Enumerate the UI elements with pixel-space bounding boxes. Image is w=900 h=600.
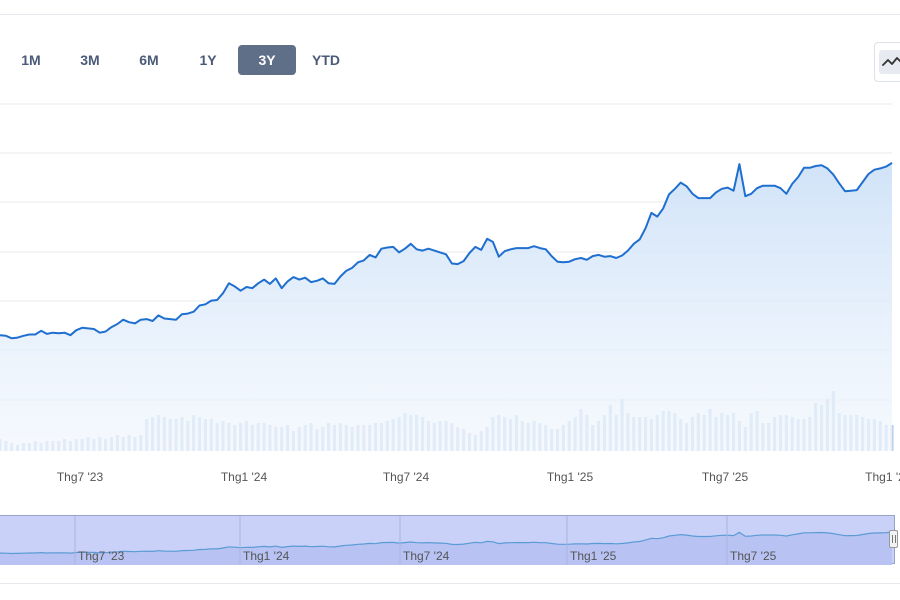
navigator[interactable]: Thg7 '23 Thg1 '24 Thg7 '24 Thg1 '25 Thg7 '25 — [0, 515, 895, 565]
x-axis-labels: Thg7 '23 Thg1 '24 Thg7 '24 Thg1 '25 Thg7 '25… — [57, 470, 900, 484]
navigator-handle-right[interactable] — [889, 530, 898, 548]
navigator-area — [0, 532, 892, 565]
range-button-6m[interactable]: 6M — [139, 52, 159, 68]
x-axis-tick-label: Thg7 '23 — [57, 470, 104, 484]
price-line-path — [0, 162, 893, 340]
price-area-fill — [0, 162, 892, 451]
range-button-ytd[interactable]: YTD — [312, 52, 340, 68]
navigator-tick-label: Thg7 '24 — [403, 549, 450, 563]
range-button-1m[interactable]: 1M — [21, 52, 41, 68]
bottom-divider — [0, 583, 900, 584]
navigator-tick-label: Thg1 '24 — [243, 549, 290, 563]
top-divider — [0, 14, 900, 15]
range-button-3y[interactable]: 3Y — [238, 45, 296, 75]
x-axis-tick-label: Thg1 '2 — [865, 470, 900, 484]
x-axis-tick-label: Thg1 '24 — [221, 470, 268, 484]
line-chart-icon — [879, 50, 900, 74]
navigator-chart: Thg7 '23 Thg1 '24 Thg7 '24 Thg1 '25 Thg7 '25 — [0, 516, 893, 565]
navigator-tick-label: Thg1 '25 — [570, 549, 617, 563]
price-area — [0, 162, 892, 451]
chart-type-button[interactable] — [874, 42, 900, 82]
navigator-tick-label: Thg7 '23 — [78, 549, 125, 563]
range-button-3m[interactable]: 3M — [80, 52, 100, 68]
x-axis-tick-label: Thg1 '25 — [547, 470, 594, 484]
price-line — [0, 162, 893, 340]
x-axis-tick-label: Thg7 '25 — [702, 470, 749, 484]
range-button-1y[interactable]: 1Y — [199, 52, 217, 68]
x-axis-tick-label: Thg7 '24 — [383, 470, 430, 484]
navigator-line — [0, 531, 893, 555]
navigator-tick-label: Thg7 '25 — [730, 549, 777, 563]
